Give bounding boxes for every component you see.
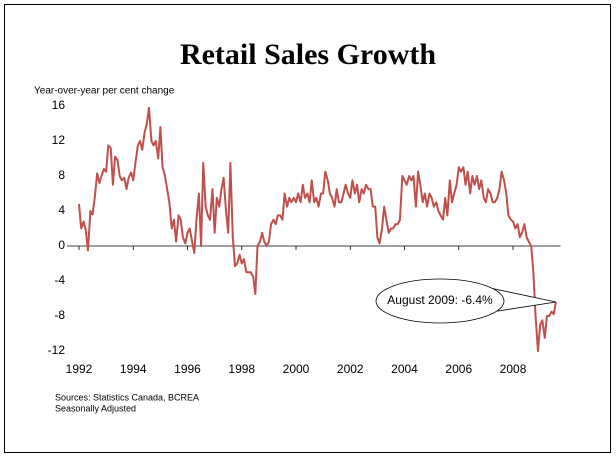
x-tick-label: 2002 bbox=[337, 362, 364, 376]
x-tick-label: 1992 bbox=[66, 362, 93, 376]
source-note: Sources: Statistics Canada, BCREA bbox=[55, 392, 199, 402]
y-tick-label: -8 bbox=[54, 308, 65, 322]
annotation-text: August 2009: -6.4% bbox=[387, 293, 493, 307]
x-tick-label: 1996 bbox=[174, 362, 201, 376]
y-tick-label: 4 bbox=[58, 203, 65, 217]
x-tick-label: 2006 bbox=[445, 362, 472, 376]
chart-title: Retail Sales Growth bbox=[180, 38, 436, 71]
y-tick-label: -4 bbox=[54, 273, 65, 287]
slide-frame bbox=[4, 4, 611, 453]
y-tick-label: -12 bbox=[48, 343, 66, 357]
x-tick-label: 2000 bbox=[283, 362, 310, 376]
y-tick-label: 0 bbox=[58, 238, 65, 252]
data-line bbox=[78, 106, 557, 352]
x-tick-label: 1994 bbox=[120, 362, 147, 376]
y-tick-label: 12 bbox=[52, 133, 66, 147]
x-tick-label: 2004 bbox=[391, 362, 418, 376]
source-note: Seasonally Adjusted bbox=[55, 403, 136, 413]
annotation: August 2009: -6.4% bbox=[375, 278, 556, 324]
x-tick-label: 1998 bbox=[228, 362, 255, 376]
y-tick-label: 16 bbox=[52, 98, 66, 112]
x-tick-label: 2008 bbox=[500, 362, 527, 376]
annotation-bubble bbox=[375, 278, 505, 324]
y-axis-label: Year-over-year per cent change bbox=[34, 86, 175, 97]
y-tick-label: 8 bbox=[58, 168, 65, 182]
